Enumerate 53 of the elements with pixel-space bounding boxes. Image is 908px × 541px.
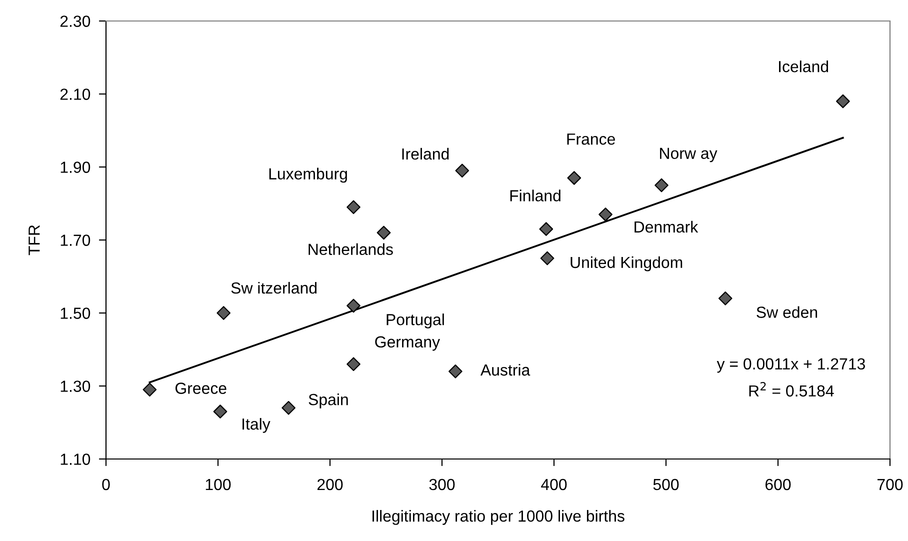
x-tick-label: 500 xyxy=(653,478,679,490)
point xyxy=(142,382,157,397)
annotation: Spain xyxy=(308,394,348,408)
point xyxy=(654,178,668,192)
annotation: France xyxy=(567,134,615,145)
y-tick-label: 1.70 xyxy=(60,234,90,246)
point xyxy=(455,164,470,178)
point xyxy=(213,404,228,418)
point xyxy=(567,171,582,185)
x-tick-label: 100 xyxy=(206,478,231,490)
annotation: Finland xyxy=(510,190,560,202)
point xyxy=(346,200,360,214)
point xyxy=(282,400,296,415)
annotation: Germany xyxy=(375,336,440,351)
x-tick-label: 200 xyxy=(317,478,343,490)
y-axis-title: TFR xyxy=(28,225,40,256)
annotation: Netherlands xyxy=(308,243,393,256)
x-tick-label: 0 xyxy=(102,478,110,490)
x-tick-label: 600 xyxy=(765,478,791,490)
point xyxy=(376,226,391,240)
point xyxy=(598,208,612,222)
y-tick-label: 1.50 xyxy=(60,308,90,319)
y-tick-label: 1.10 xyxy=(60,454,90,465)
point xyxy=(216,306,231,320)
annotation: Ireland xyxy=(402,148,449,160)
annotation: Sw itzerland xyxy=(231,282,317,294)
annotation: Greece xyxy=(175,382,226,394)
point xyxy=(346,357,360,372)
annotation: Norw ay xyxy=(660,148,718,162)
annotation: Austria xyxy=(480,364,530,376)
point xyxy=(539,222,554,236)
annotation: Iceland xyxy=(779,60,828,72)
x-tick-label: 700 xyxy=(877,478,903,490)
x-tick-label: 300 xyxy=(429,478,455,490)
x-axis-title: Illegitimacy ratio per 1000 live births xyxy=(372,510,624,525)
annotation: Italy xyxy=(242,418,270,433)
annotation: Portugal xyxy=(386,314,444,328)
point xyxy=(448,364,462,378)
y-tick-label: 2.30 xyxy=(60,16,90,27)
x-tick-label: 400 xyxy=(541,478,567,490)
point xyxy=(540,251,554,266)
annotation: Luxemburg xyxy=(269,168,347,183)
annotation: y = 0.0011x + 1.2713 xyxy=(716,358,865,373)
annotation: R$^{2}$ = 0.5184 xyxy=(749,382,834,397)
annotation: United Kingdom xyxy=(570,256,682,272)
y-tick-label: 1.30 xyxy=(60,380,90,392)
point xyxy=(346,298,360,313)
annotation: Denmark xyxy=(634,220,698,233)
point xyxy=(718,291,732,306)
y-tick-label: 2.10 xyxy=(60,88,90,100)
annotation: Sw eden xyxy=(756,306,818,318)
point xyxy=(836,94,850,108)
y-tick-label: 1.90 xyxy=(60,162,90,173)
